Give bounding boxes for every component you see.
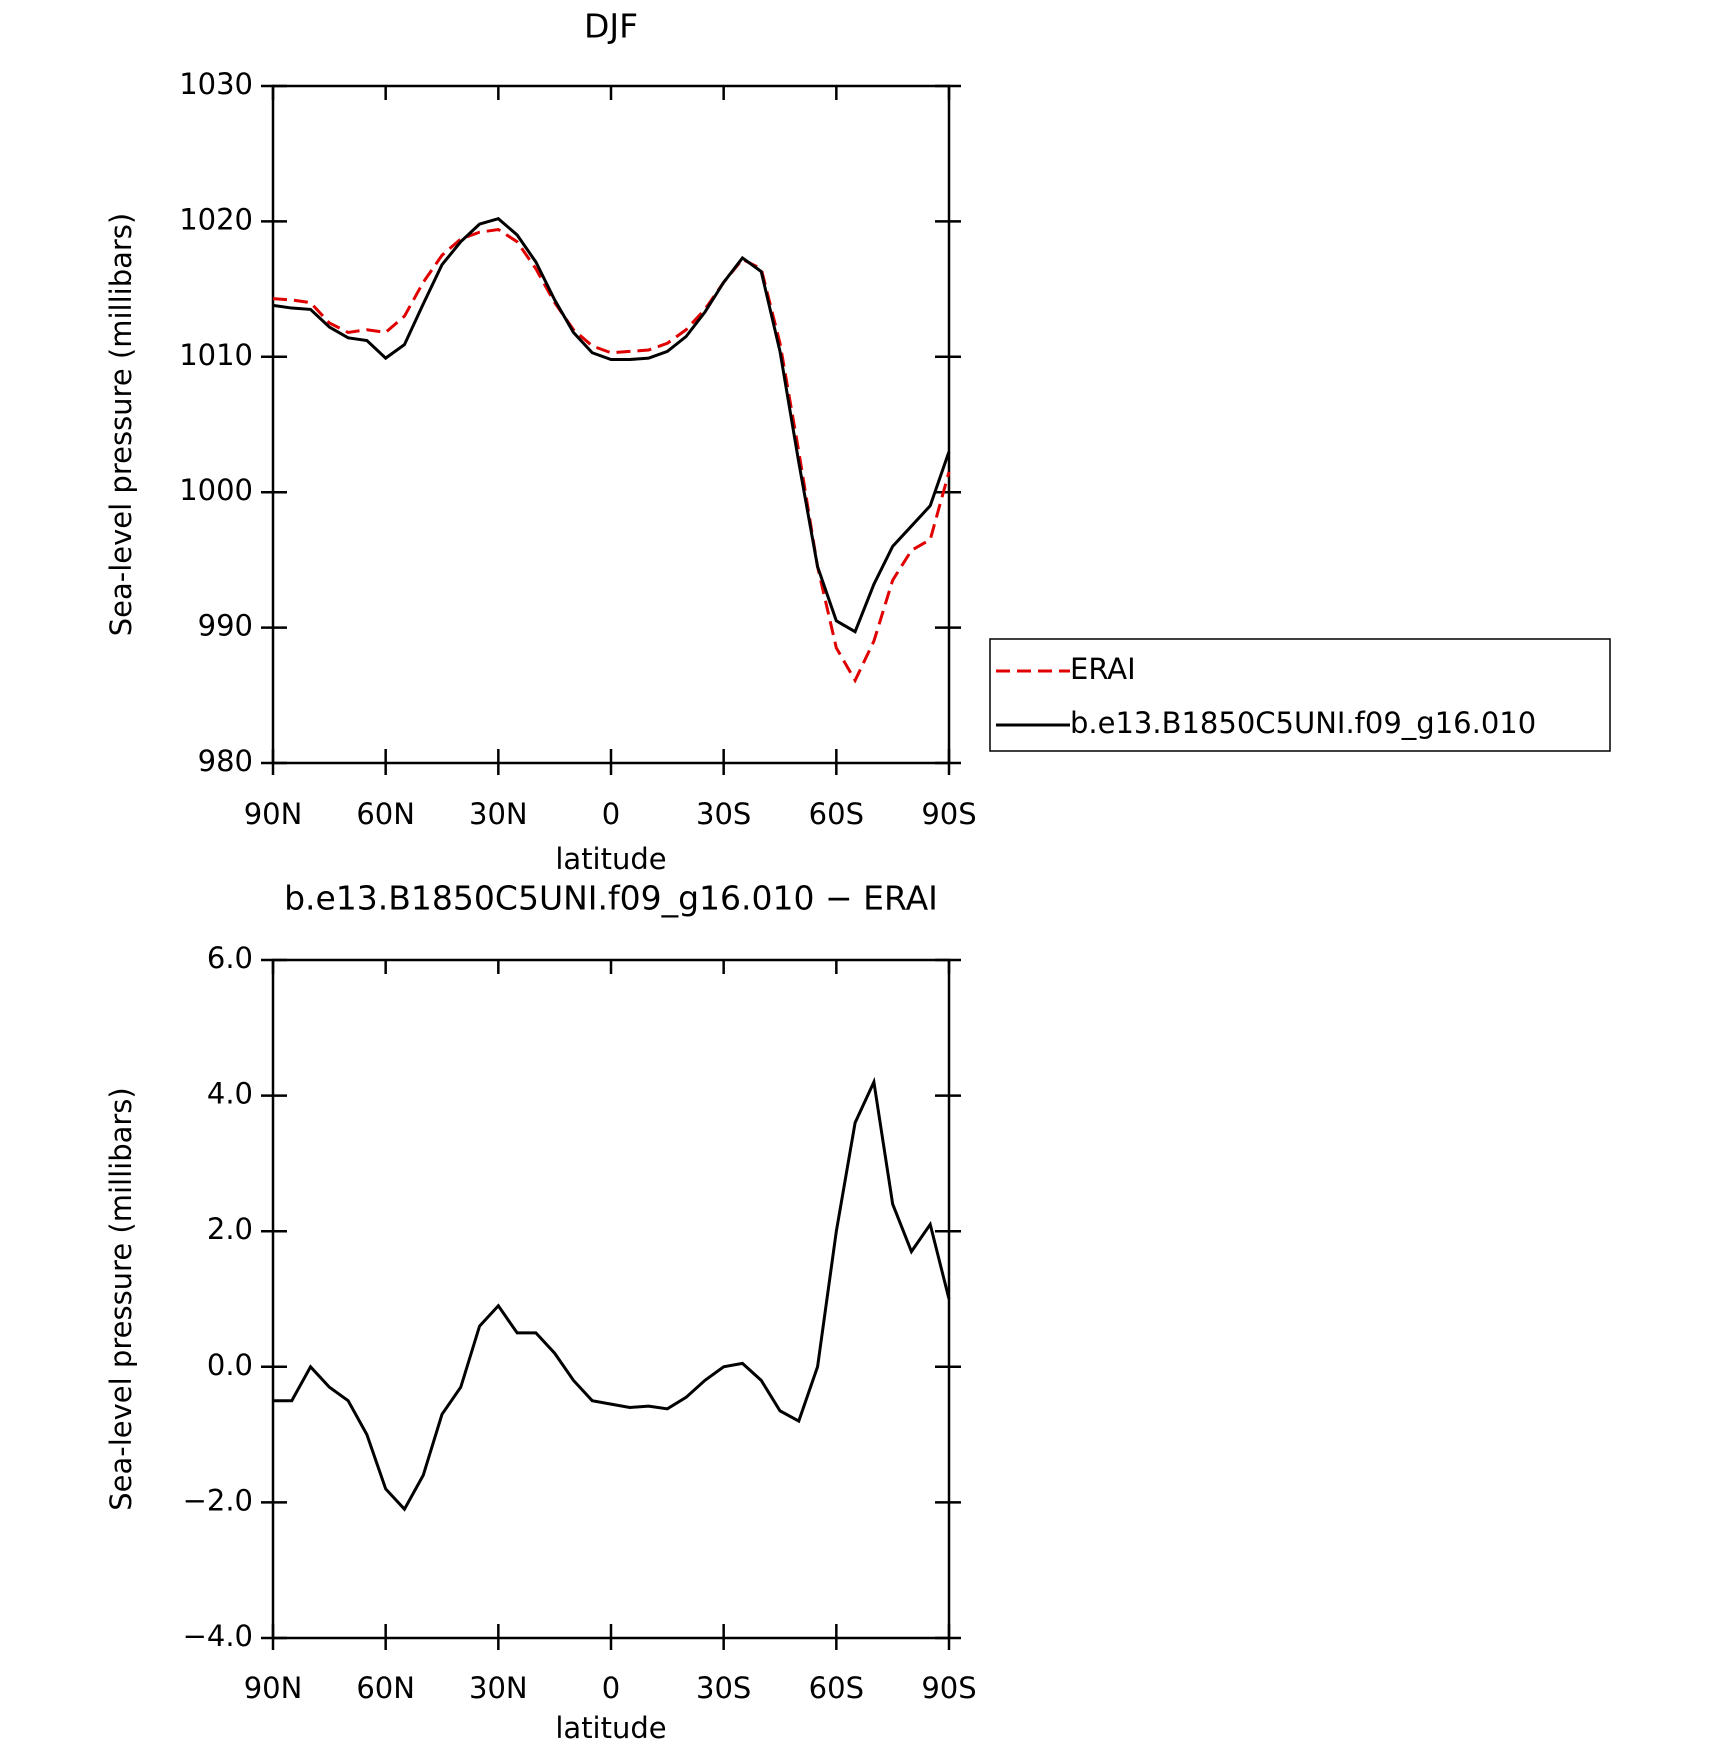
y-tick-label: 1030: [179, 67, 253, 101]
x-axis-label: latitude: [555, 1711, 666, 1745]
legend-label: ERAI: [1070, 652, 1136, 686]
x-tick-label: 30S: [696, 797, 751, 831]
y-tick-label: 990: [198, 609, 253, 643]
y-tick-label: 2.0: [207, 1212, 253, 1246]
x-tick-label: 60S: [809, 797, 864, 831]
line: [272, 217, 951, 634]
legend-label: b.e13.B1850C5UNI.f09_g16.010: [1070, 706, 1536, 740]
y-axis-label: Sea-level pressure (millibars): [104, 1087, 138, 1510]
x-tick-label: 60N: [356, 797, 415, 831]
y-tick-label: 4.0: [207, 1077, 253, 1111]
plot-frame: [271, 958, 951, 1640]
chart-title: b.e13.B1850C5UNI.f09_g16.010 − ERAI: [284, 879, 938, 918]
x-tick-label: 60N: [356, 1671, 415, 1705]
y-tick-label: 1010: [179, 338, 253, 372]
x-tick-label: 30N: [469, 797, 528, 831]
x-tick-label: 30N: [469, 1671, 528, 1705]
y-tick-label: 980: [198, 744, 253, 778]
y-tick-label: 1020: [179, 202, 253, 236]
y-tick-label: 6.0: [207, 941, 253, 975]
line: [272, 227, 951, 684]
x-tick-label: 90S: [921, 1671, 976, 1705]
y-tick-label: −4.0: [183, 1619, 253, 1653]
line: [273, 1076, 951, 1512]
legend-box: [989, 638, 1611, 752]
x-tick-label: 90N: [244, 797, 303, 831]
chart-title: DJF: [584, 7, 638, 46]
y-tick-label: 1000: [179, 473, 253, 507]
x-axis-label: latitude: [555, 842, 666, 876]
y-tick-label: 0.0: [207, 1348, 253, 1382]
x-tick-label: 90S: [921, 797, 976, 831]
x-tick-label: 90N: [244, 1671, 303, 1705]
x-tick-label: 30S: [696, 1671, 751, 1705]
y-tick-label: −2.0: [183, 1483, 253, 1517]
x-tick-label: 0: [602, 1671, 620, 1705]
plot-frame: [271, 84, 951, 765]
x-tick-label: 60S: [809, 1671, 864, 1705]
y-axis-label: Sea-level pressure (millibars): [104, 213, 138, 636]
x-tick-label: 0: [602, 797, 620, 831]
